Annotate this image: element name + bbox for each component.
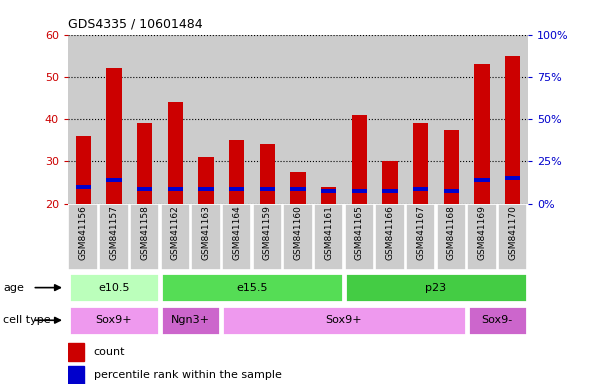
FancyBboxPatch shape bbox=[406, 204, 435, 270]
Text: GSM841166: GSM841166 bbox=[385, 205, 395, 260]
Bar bbox=[382, 189, 398, 193]
Bar bbox=[505, 176, 520, 180]
FancyBboxPatch shape bbox=[69, 306, 159, 335]
FancyBboxPatch shape bbox=[222, 306, 466, 335]
FancyBboxPatch shape bbox=[99, 204, 129, 270]
Text: e15.5: e15.5 bbox=[236, 283, 268, 293]
Bar bbox=[137, 123, 152, 204]
Text: GSM841162: GSM841162 bbox=[171, 205, 180, 260]
Text: GSM841168: GSM841168 bbox=[447, 205, 456, 260]
FancyBboxPatch shape bbox=[468, 306, 527, 335]
Bar bbox=[168, 102, 183, 204]
Bar bbox=[352, 189, 367, 193]
FancyBboxPatch shape bbox=[437, 204, 466, 270]
Bar bbox=[505, 56, 520, 204]
Bar bbox=[352, 115, 367, 204]
Bar bbox=[260, 144, 275, 204]
FancyBboxPatch shape bbox=[160, 204, 190, 270]
Bar bbox=[444, 130, 459, 204]
Bar bbox=[229, 140, 244, 204]
Text: p23: p23 bbox=[425, 283, 447, 293]
Bar bbox=[68, 343, 84, 361]
Text: GSM841167: GSM841167 bbox=[416, 205, 425, 260]
Text: GSM841160: GSM841160 bbox=[293, 205, 303, 260]
FancyBboxPatch shape bbox=[130, 204, 159, 270]
Text: GSM841165: GSM841165 bbox=[355, 205, 364, 260]
Text: Sox9+: Sox9+ bbox=[326, 315, 362, 325]
Text: Ngn3+: Ngn3+ bbox=[171, 315, 210, 325]
Bar bbox=[198, 157, 214, 204]
Bar bbox=[382, 161, 398, 204]
Text: GSM841158: GSM841158 bbox=[140, 205, 149, 260]
Bar bbox=[76, 185, 91, 189]
Bar bbox=[474, 64, 490, 204]
Bar bbox=[444, 189, 459, 193]
Bar bbox=[290, 187, 306, 191]
Bar bbox=[413, 123, 428, 204]
Text: GSM841169: GSM841169 bbox=[477, 205, 487, 260]
FancyBboxPatch shape bbox=[498, 204, 527, 270]
Bar bbox=[106, 68, 122, 204]
Text: GSM841159: GSM841159 bbox=[263, 205, 272, 260]
FancyBboxPatch shape bbox=[222, 204, 251, 270]
Bar bbox=[137, 187, 152, 191]
Text: GSM841170: GSM841170 bbox=[508, 205, 517, 260]
Bar bbox=[76, 136, 91, 204]
Bar bbox=[290, 172, 306, 204]
Text: percentile rank within the sample: percentile rank within the sample bbox=[94, 370, 281, 380]
FancyBboxPatch shape bbox=[69, 273, 159, 302]
Text: count: count bbox=[94, 347, 125, 357]
Text: age: age bbox=[3, 283, 24, 293]
FancyBboxPatch shape bbox=[375, 204, 405, 270]
FancyBboxPatch shape bbox=[253, 204, 282, 270]
Text: e10.5: e10.5 bbox=[98, 283, 130, 293]
Text: GDS4335 / 10601484: GDS4335 / 10601484 bbox=[68, 17, 202, 30]
Text: GSM841156: GSM841156 bbox=[78, 205, 88, 260]
Bar bbox=[168, 187, 183, 191]
Text: Sox9+: Sox9+ bbox=[96, 315, 132, 325]
Bar bbox=[106, 178, 122, 182]
Text: Sox9-: Sox9- bbox=[482, 315, 513, 325]
FancyBboxPatch shape bbox=[283, 204, 313, 270]
Text: GSM841164: GSM841164 bbox=[232, 205, 241, 260]
Text: cell type: cell type bbox=[3, 315, 51, 325]
FancyBboxPatch shape bbox=[161, 273, 343, 302]
Bar bbox=[260, 187, 275, 191]
Bar bbox=[321, 187, 336, 204]
Bar bbox=[413, 187, 428, 191]
Text: GSM841163: GSM841163 bbox=[201, 205, 211, 260]
Bar bbox=[68, 366, 84, 384]
Bar bbox=[198, 187, 214, 191]
FancyBboxPatch shape bbox=[345, 204, 374, 270]
FancyBboxPatch shape bbox=[314, 204, 343, 270]
FancyBboxPatch shape bbox=[161, 306, 220, 335]
FancyBboxPatch shape bbox=[345, 273, 527, 302]
Bar bbox=[321, 189, 336, 193]
Bar bbox=[229, 187, 244, 191]
FancyBboxPatch shape bbox=[191, 204, 221, 270]
FancyBboxPatch shape bbox=[68, 204, 98, 270]
Text: GSM841157: GSM841157 bbox=[109, 205, 119, 260]
Text: GSM841161: GSM841161 bbox=[324, 205, 333, 260]
FancyBboxPatch shape bbox=[467, 204, 497, 270]
Bar bbox=[474, 178, 490, 182]
